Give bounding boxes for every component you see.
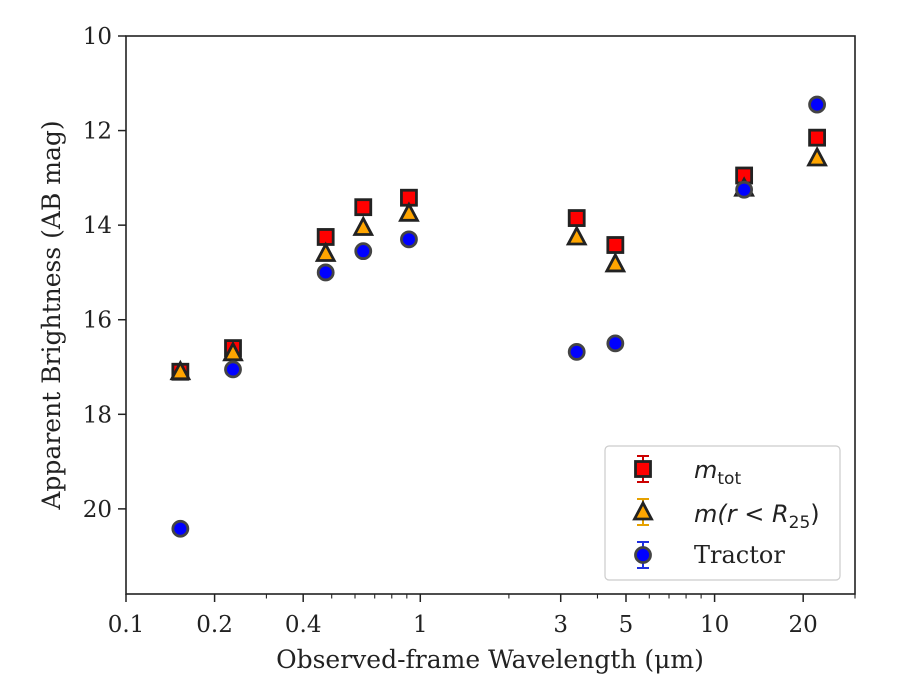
x-tick-label-0: 0.1: [108, 612, 145, 638]
point-square-3: [354, 198, 373, 217]
point-triangle-3-shape: [352, 215, 375, 236]
y-tick-label-1: 12: [83, 119, 112, 145]
point-square-3-shape: [354, 198, 373, 217]
y-tick-label-3: 16: [83, 308, 112, 334]
x-axis-label: Observed-frame Wavelength (μm): [276, 645, 704, 674]
x-tick-label-1: 0.2: [196, 612, 233, 638]
legend-marker-circle-shape: [634, 546, 652, 564]
point-triangle-1: [222, 340, 244, 362]
legend-box: [604, 445, 841, 581]
point-square-6: [606, 236, 625, 254]
point-triangle-0: [169, 359, 192, 381]
legend-label-m-r25: m(r < R: [694, 500, 789, 528]
y-tick-label-0: 10: [83, 24, 112, 50]
legend-square-marker: [634, 455, 652, 483]
legend-entry-mtot: mtot: [634, 455, 741, 489]
point-circle-6: [606, 334, 625, 353]
point-square-8: [808, 128, 826, 147]
legend-circle-marker: [634, 541, 652, 569]
point-triangle-2: [314, 241, 337, 262]
legend-triangle-marker: [632, 498, 654, 526]
point-circle-0: [171, 519, 190, 538]
point-circle-8: [808, 95, 826, 114]
point-circle-4-shape: [400, 230, 418, 249]
point-circle-8-shape: [808, 95, 826, 114]
x-tick-label-6: 10: [700, 612, 729, 638]
legend-label-mtot: m: [694, 456, 717, 484]
point-circle-2-shape: [316, 263, 335, 282]
point-circle-2: [316, 263, 335, 282]
svg-text:mtot: mtot: [694, 456, 741, 489]
point-circle-3-shape: [354, 242, 373, 261]
legend-label-m-r25-close: ): [810, 500, 819, 528]
legend-marker-circle: [634, 541, 652, 569]
legend-label-m-r25-sub: 25: [789, 513, 811, 533]
point-triangle-0-shape: [169, 359, 192, 381]
y-tick-label-4: 18: [83, 402, 112, 428]
point-triangle-6: [604, 251, 627, 273]
point-circle-7-shape: [735, 180, 754, 199]
point-triangle-8-shape: [806, 146, 828, 167]
legend-label-tractor: Tractor: [694, 541, 785, 569]
y-axis-label: Apparent Brightness (AB mag): [37, 120, 66, 510]
x-tick-label-4: 3: [553, 612, 568, 638]
point-square-8-shape: [808, 128, 826, 147]
x-tick-label-3: 1: [413, 612, 428, 638]
legend-label-mtot-sub: tot: [717, 469, 741, 489]
point-triangle-4: [398, 201, 420, 222]
legend-marker-triangle: [632, 498, 654, 526]
point-square-6-shape: [606, 236, 625, 254]
point-triangle-1-shape: [222, 340, 244, 362]
point-triangle-5: [565, 224, 588, 246]
x-tick-label-2: 0.4: [285, 612, 322, 638]
point-square-5: [567, 209, 586, 227]
x-axis: 0.1 0.2 0.4 1 3 5 10 20: [108, 594, 856, 638]
legend-marker-square-shape: [634, 460, 652, 478]
plot-frame: [125, 35, 856, 595]
x-tick-label-5: 5: [619, 612, 634, 638]
legend-marker-triangle-shape: [632, 500, 654, 521]
y-axis: 10 12 14 16 18 20: [83, 24, 126, 523]
legend-entry-m-r25: m(r < R25): [632, 498, 820, 533]
point-circle-5-shape: [567, 342, 586, 361]
point-circle-5: [567, 342, 586, 361]
point-circle-0-shape: [171, 519, 190, 538]
legend: mtot m(r < R25) Tractor: [604, 445, 841, 581]
point-circle-4: [400, 230, 418, 249]
point-triangle-2-shape: [314, 241, 337, 262]
point-triangle-3: [352, 215, 375, 236]
point-circle-1: [224, 360, 242, 379]
point-circle-1-shape: [224, 360, 242, 379]
point-triangle-5-shape: [565, 224, 588, 246]
data-points: [169, 95, 828, 538]
legend-marker-square: [634, 455, 652, 483]
point-triangle-4-shape: [398, 201, 420, 222]
point-circle-7: [735, 180, 754, 199]
point-circle-3: [354, 242, 373, 261]
svg-text:m(r < R25): m(r < R25): [694, 500, 820, 533]
y-tick-label-5: 20: [83, 497, 112, 523]
legend-entry-tractor: Tractor: [634, 541, 785, 569]
point-triangle-6-shape: [604, 251, 627, 273]
y-tick-label-2: 14: [83, 213, 112, 239]
point-circle-6-shape: [606, 334, 625, 353]
x-tick-label-7: 20: [789, 612, 818, 638]
point-triangle-8: [806, 146, 828, 167]
point-square-5-shape: [567, 209, 586, 227]
